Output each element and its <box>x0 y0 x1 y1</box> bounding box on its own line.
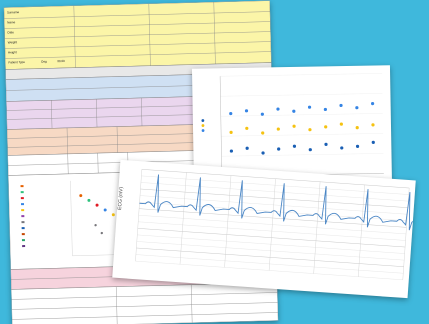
ecg-gridline <box>179 172 187 265</box>
form-value-6: Dog <box>41 59 47 64</box>
ecg-gridline <box>358 184 365 277</box>
ecg-gridline <box>313 181 321 274</box>
form-label-2: Name <box>7 20 16 25</box>
scatter-point <box>323 107 327 112</box>
scatter-point <box>339 103 343 108</box>
ecg-grid <box>135 169 410 281</box>
scatter-point <box>245 146 249 150</box>
ecg-gridline <box>135 169 143 262</box>
form-label-4: Weight <box>7 40 18 45</box>
ecg-gridline <box>268 178 276 271</box>
scatter-point <box>276 127 280 131</box>
scatter-gridline <box>221 153 384 157</box>
scatter-y-axis <box>219 76 223 177</box>
scatter-point <box>339 122 343 126</box>
scatter-points <box>229 101 375 155</box>
scatter-chart <box>201 73 384 177</box>
ecg-trace <box>139 174 429 231</box>
scatter-point <box>307 105 312 109</box>
scatter-point <box>308 128 312 132</box>
scatter-point <box>355 106 359 110</box>
form-label-5: Height <box>7 50 17 55</box>
scatter-point <box>261 151 265 155</box>
scatter-point <box>292 124 296 128</box>
scatter-point <box>245 126 249 130</box>
scatter-point <box>260 112 264 116</box>
legend-swatch-3 <box>201 129 205 132</box>
scatter-point <box>261 131 265 135</box>
scatter-gridline <box>220 93 383 97</box>
form-label-1: Surname <box>6 10 20 15</box>
ecg-gridline <box>224 175 232 268</box>
scatter-point <box>324 142 328 147</box>
scatter-point <box>371 101 375 106</box>
scatter-point <box>340 146 344 150</box>
form-value-7: 30.00 <box>57 58 65 64</box>
scatter-point <box>308 148 312 152</box>
scatter-chart-card <box>191 65 393 189</box>
scatter-point <box>276 107 280 111</box>
scatter-gridline <box>220 73 383 77</box>
scatter-point <box>371 123 375 127</box>
ecg-chart <box>135 169 429 281</box>
scatter-grid <box>220 73 384 177</box>
scatter-point <box>292 144 297 148</box>
scatter-point <box>355 126 359 130</box>
scatter-gridline <box>220 113 383 117</box>
scatter-point <box>229 149 234 153</box>
scatter-point <box>292 109 296 113</box>
form-label-6: Patient Type <box>8 60 25 65</box>
scatter-point <box>229 111 233 116</box>
scatter-point <box>324 125 328 129</box>
scatter-point <box>355 144 360 148</box>
scatter-point <box>229 130 233 134</box>
scatter-legend <box>201 119 205 132</box>
scatter-point <box>371 140 375 144</box>
legend-swatch-2 <box>201 124 205 127</box>
ecg-chart-card: ECG (mV) <box>112 159 429 299</box>
scatter-point <box>277 147 281 151</box>
form-label-3: Date <box>7 30 14 35</box>
form-mini-legend <box>20 185 26 248</box>
scatter-point <box>244 109 249 113</box>
legend-swatch-1 <box>201 119 205 122</box>
scatter-gridline <box>221 133 384 137</box>
